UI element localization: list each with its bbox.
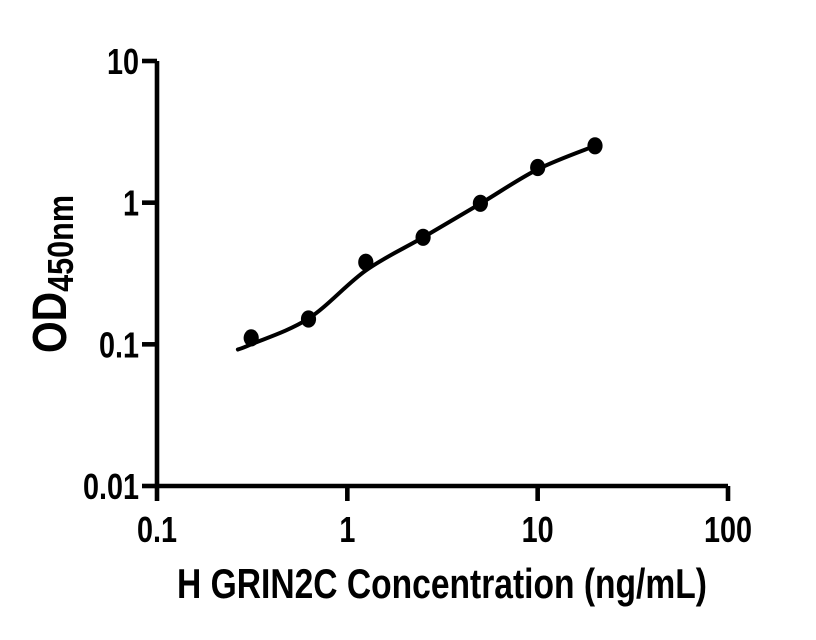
y-tick-label-group: 0.1	[99, 324, 139, 365]
data-point-marker	[587, 137, 603, 155]
data-points	[243, 137, 603, 347]
y-tick-label-group: 1	[123, 183, 139, 224]
data-point-marker	[530, 158, 546, 177]
x-axis-title-text: H GRIN2C Concentration (ng/mL)	[177, 562, 707, 608]
x-tick-label: 10	[522, 509, 554, 550]
y-tick-label: 1	[123, 183, 139, 224]
x-tick-label-group: 0.1	[137, 509, 177, 550]
axis-ticks	[142, 58, 731, 501]
y-tick-label-group: 10	[107, 41, 139, 82]
x-tick-label: 1	[339, 509, 355, 550]
axes	[154, 61, 728, 489]
y-tick-label: 0.01	[83, 466, 139, 507]
y-tick-label-group: 0.01	[83, 466, 139, 507]
x-tick-label: 0.1	[137, 509, 177, 550]
y-axis-title-text: OD450nm	[24, 195, 82, 353]
data-point-marker	[415, 228, 431, 246]
data-point-marker	[300, 310, 317, 328]
x-tick-label-group: 10	[522, 509, 554, 550]
data-point-marker	[472, 194, 488, 212]
x-tick-label: 100	[704, 509, 752, 550]
y-axis-title-subscript: 450nm	[42, 195, 82, 292]
axis-lines	[154, 61, 728, 489]
y-axis-title: OD450nm	[24, 195, 82, 353]
y-tick-label: 10	[107, 41, 139, 82]
x-tick-label-group: 100	[704, 509, 752, 550]
x-axis-title: H GRIN2C Concentration (ng/mL)	[177, 562, 707, 608]
x-tick-label-group: 1	[339, 509, 355, 550]
data-point-marker	[243, 329, 259, 347]
y-axis-title-main: OD	[24, 292, 77, 353]
data-point-marker	[358, 253, 374, 271]
fit-curve-line	[235, 143, 597, 352]
y-tick-label: 0.1	[99, 324, 139, 365]
